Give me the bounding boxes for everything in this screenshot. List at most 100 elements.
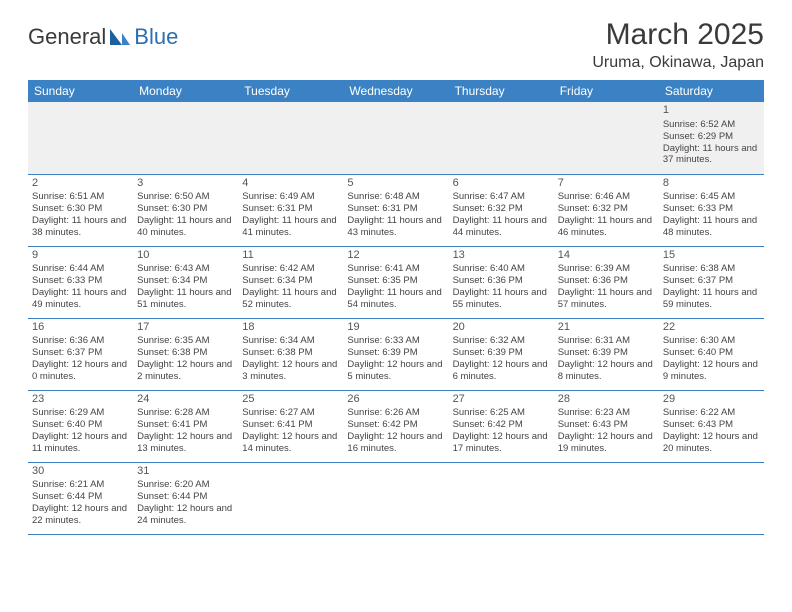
sunrise-text: Sunrise: 6:20 AM [137,479,234,491]
daylight-text: Daylight: 11 hours and 41 minutes. [242,215,339,239]
calendar-cell: 10Sunrise: 6:43 AMSunset: 6:34 PMDayligh… [133,246,238,318]
weekday-header: Tuesday [238,80,343,102]
calendar-cell [554,102,659,174]
day-number: 8 [663,177,760,191]
day-number: 3 [137,177,234,191]
header: General Blue March 2025 Uruma, Okinawa, … [28,18,764,72]
calendar-cell [554,462,659,534]
sunrise-text: Sunrise: 6:29 AM [32,407,129,419]
calendar-cell [659,462,764,534]
daylight-text: Daylight: 11 hours and 49 minutes. [32,287,129,311]
day-number: 15 [663,249,760,263]
daylight-text: Daylight: 12 hours and 6 minutes. [453,359,550,383]
sunrise-text: Sunrise: 6:47 AM [453,191,550,203]
calendar-cell: 9Sunrise: 6:44 AMSunset: 6:33 PMDaylight… [28,246,133,318]
calendar-cell: 30Sunrise: 6:21 AMSunset: 6:44 PMDayligh… [28,462,133,534]
sunset-text: Sunset: 6:36 PM [558,275,655,287]
daylight-text: Daylight: 12 hours and 3 minutes. [242,359,339,383]
daylight-text: Daylight: 11 hours and 51 minutes. [137,287,234,311]
calendar-cell: 25Sunrise: 6:27 AMSunset: 6:41 PMDayligh… [238,390,343,462]
day-number: 27 [453,393,550,407]
day-number: 28 [558,393,655,407]
calendar-cell: 16Sunrise: 6:36 AMSunset: 6:37 PMDayligh… [28,318,133,390]
sunset-text: Sunset: 6:40 PM [32,419,129,431]
calendar-cell [238,102,343,174]
weekday-header: Friday [554,80,659,102]
sunrise-text: Sunrise: 6:46 AM [558,191,655,203]
sunrise-text: Sunrise: 6:49 AM [242,191,339,203]
calendar-cell [449,102,554,174]
calendar-cell [343,462,448,534]
day-number: 7 [558,177,655,191]
sunrise-text: Sunrise: 6:50 AM [137,191,234,203]
daylight-text: Daylight: 12 hours and 0 minutes. [32,359,129,383]
calendar-cell: 19Sunrise: 6:33 AMSunset: 6:39 PMDayligh… [343,318,448,390]
calendar-cell: 20Sunrise: 6:32 AMSunset: 6:39 PMDayligh… [449,318,554,390]
calendar-cell: 6Sunrise: 6:47 AMSunset: 6:32 PMDaylight… [449,174,554,246]
day-number: 24 [137,393,234,407]
day-number: 31 [137,465,234,479]
calendar-cell [133,102,238,174]
day-number: 29 [663,393,760,407]
sunset-text: Sunset: 6:41 PM [242,419,339,431]
day-number: 1 [663,104,760,118]
sunrise-text: Sunrise: 6:40 AM [453,263,550,275]
sunset-text: Sunset: 6:39 PM [453,347,550,359]
calendar-row: 2Sunrise: 6:51 AMSunset: 6:30 PMDaylight… [28,174,764,246]
calendar-cell: 26Sunrise: 6:26 AMSunset: 6:42 PMDayligh… [343,390,448,462]
daylight-text: Daylight: 12 hours and 11 minutes. [32,431,129,455]
sail-icon [108,27,132,47]
brand-part2: Blue [134,24,178,50]
calendar-row: 16Sunrise: 6:36 AMSunset: 6:37 PMDayligh… [28,318,764,390]
sunset-text: Sunset: 6:32 PM [453,203,550,215]
sunset-text: Sunset: 6:34 PM [242,275,339,287]
daylight-text: Daylight: 12 hours and 5 minutes. [347,359,444,383]
location-subtitle: Uruma, Okinawa, Japan [592,54,764,72]
daylight-text: Daylight: 12 hours and 19 minutes. [558,431,655,455]
day-number: 10 [137,249,234,263]
calendar-cell: 21Sunrise: 6:31 AMSunset: 6:39 PMDayligh… [554,318,659,390]
sunrise-text: Sunrise: 6:36 AM [32,335,129,347]
sunset-text: Sunset: 6:38 PM [137,347,234,359]
calendar-cell: 18Sunrise: 6:34 AMSunset: 6:38 PMDayligh… [238,318,343,390]
sunset-text: Sunset: 6:33 PM [663,203,760,215]
sunset-text: Sunset: 6:33 PM [32,275,129,287]
sunrise-text: Sunrise: 6:51 AM [32,191,129,203]
day-number: 2 [32,177,129,191]
sunrise-text: Sunrise: 6:32 AM [453,335,550,347]
calendar-cell: 15Sunrise: 6:38 AMSunset: 6:37 PMDayligh… [659,246,764,318]
day-number: 22 [663,321,760,335]
weekday-header: Thursday [449,80,554,102]
day-number: 9 [32,249,129,263]
calendar-cell: 11Sunrise: 6:42 AMSunset: 6:34 PMDayligh… [238,246,343,318]
sunrise-text: Sunrise: 6:52 AM [663,119,760,131]
daylight-text: Daylight: 12 hours and 14 minutes. [242,431,339,455]
calendar-cell: 23Sunrise: 6:29 AMSunset: 6:40 PMDayligh… [28,390,133,462]
sunrise-text: Sunrise: 6:34 AM [242,335,339,347]
day-number: 17 [137,321,234,335]
sunset-text: Sunset: 6:42 PM [453,419,550,431]
sunrise-text: Sunrise: 6:22 AM [663,407,760,419]
daylight-text: Daylight: 12 hours and 22 minutes. [32,503,129,527]
calendar-cell: 13Sunrise: 6:40 AMSunset: 6:36 PMDayligh… [449,246,554,318]
daylight-text: Daylight: 11 hours and 57 minutes. [558,287,655,311]
calendar-cell: 2Sunrise: 6:51 AMSunset: 6:30 PMDaylight… [28,174,133,246]
calendar-cell: 5Sunrise: 6:48 AMSunset: 6:31 PMDaylight… [343,174,448,246]
daylight-text: Daylight: 11 hours and 38 minutes. [32,215,129,239]
sunset-text: Sunset: 6:37 PM [663,275,760,287]
day-number: 21 [558,321,655,335]
daylight-text: Daylight: 11 hours and 59 minutes. [663,287,760,311]
sunset-text: Sunset: 6:43 PM [663,419,760,431]
sunrise-text: Sunrise: 6:48 AM [347,191,444,203]
sunrise-text: Sunrise: 6:26 AM [347,407,444,419]
calendar-cell: 28Sunrise: 6:23 AMSunset: 6:43 PMDayligh… [554,390,659,462]
page-title: March 2025 [592,18,764,52]
day-number: 25 [242,393,339,407]
calendar-cell: 12Sunrise: 6:41 AMSunset: 6:35 PMDayligh… [343,246,448,318]
calendar-cell: 14Sunrise: 6:39 AMSunset: 6:36 PMDayligh… [554,246,659,318]
sunrise-text: Sunrise: 6:38 AM [663,263,760,275]
daylight-text: Daylight: 12 hours and 13 minutes. [137,431,234,455]
sunset-text: Sunset: 6:36 PM [453,275,550,287]
sunrise-text: Sunrise: 6:28 AM [137,407,234,419]
day-number: 13 [453,249,550,263]
